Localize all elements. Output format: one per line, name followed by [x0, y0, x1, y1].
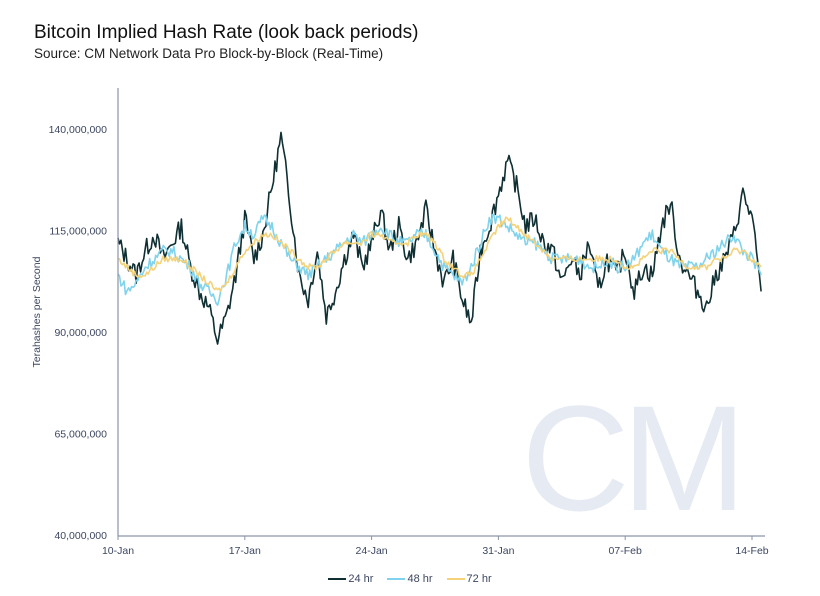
legend-swatch: [328, 578, 347, 581]
y-tick-label: 115,000,000: [49, 226, 107, 238]
legend-label: 24 hr: [348, 573, 374, 585]
y-tick-label: 140,000,000: [49, 124, 108, 136]
x-tick-label: 07-Feb: [609, 545, 642, 557]
legend-swatch: [446, 578, 465, 581]
chart-subtitle: Source: CM Network Data Pro Block-by-Blo…: [34, 46, 384, 61]
y-axis-label: Terahashes per Second: [31, 256, 43, 367]
series-line-24hr: [117, 131, 762, 345]
x-tick-label: 14-Feb: [735, 545, 768, 557]
y-tick-label: 40,000,000: [54, 530, 107, 542]
series-line-72hr: [117, 216, 762, 292]
y-tick-label: 90,000,000: [54, 327, 107, 339]
y-tick-label: 65,000,000: [54, 429, 107, 441]
watermark-logo: CM: [521, 374, 738, 542]
legend: 24 hr 48 hr 72 hr: [0, 573, 820, 585]
legend-label: 72 hr: [466, 573, 492, 585]
legend-swatch: [387, 578, 406, 581]
legend-item: 72 hr: [446, 573, 492, 585]
x-tick-label: 24-Jan: [356, 545, 388, 557]
chart-title: Bitcoin Implied Hash Rate (look back per…: [34, 22, 419, 43]
legend-item: 24 hr: [328, 573, 373, 585]
x-tick-label: 17-Jan: [229, 545, 261, 557]
legend-item: 48 hr: [387, 573, 433, 585]
legend-label: 48 hr: [407, 573, 433, 585]
x-tick-label: 10-Jan: [102, 545, 134, 557]
x-tick-label: 31-Jan: [482, 545, 514, 557]
